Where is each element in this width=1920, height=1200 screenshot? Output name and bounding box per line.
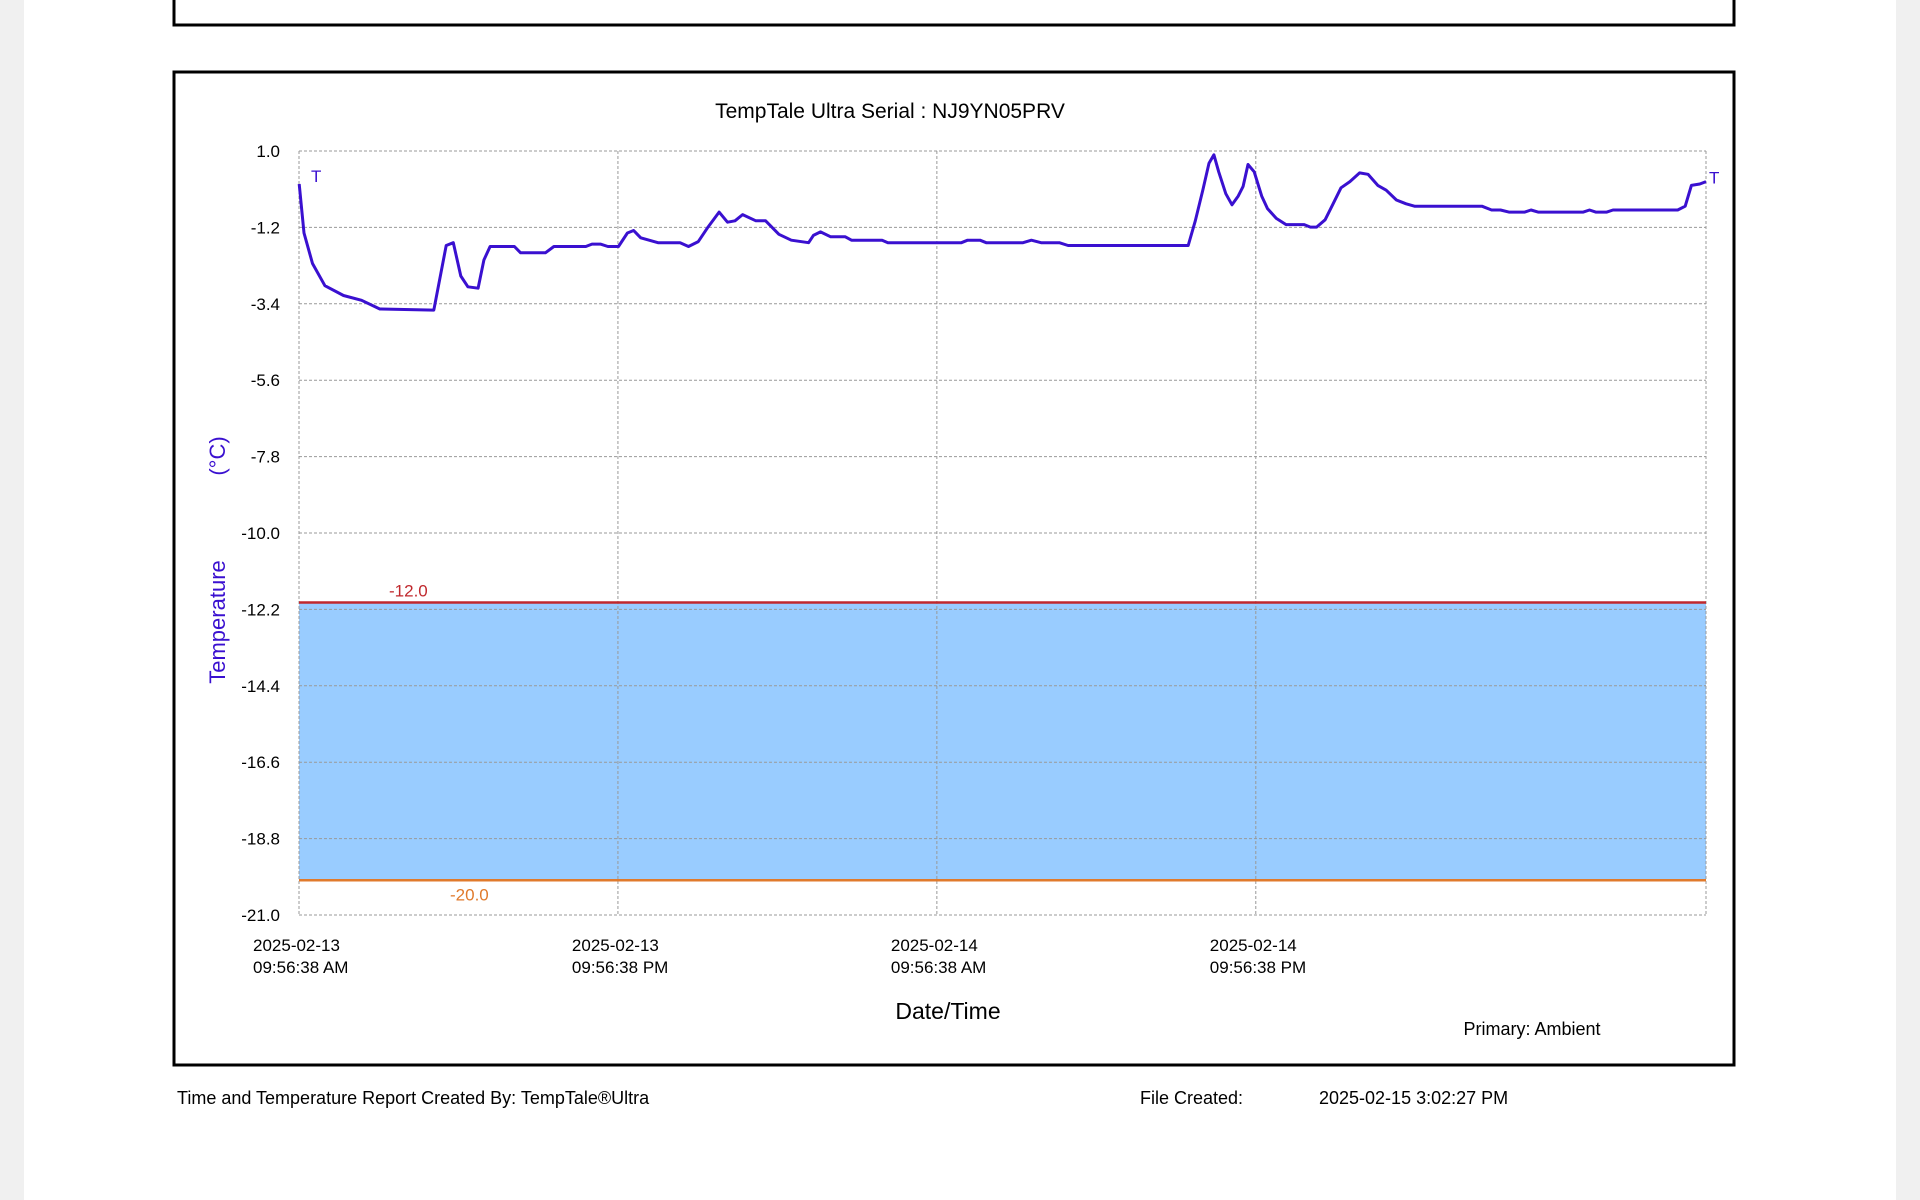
x-tick-label: 2025-02-14 bbox=[891, 936, 978, 955]
legend: Primary: Ambient bbox=[1463, 1019, 1600, 1039]
y-tick-label: -5.6 bbox=[251, 371, 280, 390]
x-tick-label: 09:56:38 PM bbox=[572, 958, 668, 977]
y-tick-label: -21.0 bbox=[241, 906, 280, 925]
footer-created-by: Time and Temperature Report Created By: … bbox=[177, 1088, 650, 1108]
y-tick-label: 1.0 bbox=[256, 142, 280, 161]
y-axis-unit: (°C) bbox=[205, 436, 230, 475]
y-tick-label: -10.0 bbox=[241, 524, 280, 543]
chart: TempTale Ultra Serial : NJ9YN05PRV Date/… bbox=[172, 0, 1736, 1108]
top-frame bbox=[172, 0, 1736, 27]
chart-frame bbox=[172, 70, 1736, 1067]
x-tick-label: 09:56:38 AM bbox=[253, 958, 348, 977]
alarm-band bbox=[299, 602, 1706, 881]
end-marker: T bbox=[1709, 169, 1719, 188]
footer-file-created-label: File Created: bbox=[1140, 1088, 1243, 1108]
temperature-line bbox=[297, 153, 1707, 312]
x-tick-label: 09:56:38 AM bbox=[891, 958, 986, 977]
x-tick-label: 2025-02-13 bbox=[253, 936, 340, 955]
threshold-label: -12.0 bbox=[389, 581, 428, 600]
y-tick-label: -12.2 bbox=[241, 600, 280, 619]
chart-title: TempTale Ultra Serial : NJ9YN05PRV bbox=[715, 100, 1065, 123]
x-tick-label: 2025-02-13 bbox=[572, 936, 659, 955]
y-tick-label: -18.8 bbox=[241, 830, 280, 849]
start-marker: T bbox=[311, 167, 321, 186]
footer-file-created: 2025-02-15 3:02:27 PM bbox=[1319, 1088, 1508, 1108]
threshold-label: -20.0 bbox=[450, 885, 489, 904]
x-axis-label: Date/Time bbox=[895, 998, 1000, 1024]
report-sheet: TempTale Ultra Serial : NJ9YN05PRV Date/… bbox=[24, 0, 1896, 1200]
x-tick-label: 2025-02-14 bbox=[1210, 936, 1297, 955]
y-tick-label: -14.4 bbox=[241, 677, 280, 696]
y-tick-label: -1.2 bbox=[251, 218, 280, 237]
y-tick-label: -16.6 bbox=[241, 753, 280, 772]
y-axis-label: Temperature bbox=[205, 560, 230, 684]
y-tick-label: -7.8 bbox=[251, 448, 280, 467]
y-tick-label: -3.4 bbox=[251, 295, 280, 314]
x-tick-label: 09:56:38 PM bbox=[1210, 958, 1306, 977]
